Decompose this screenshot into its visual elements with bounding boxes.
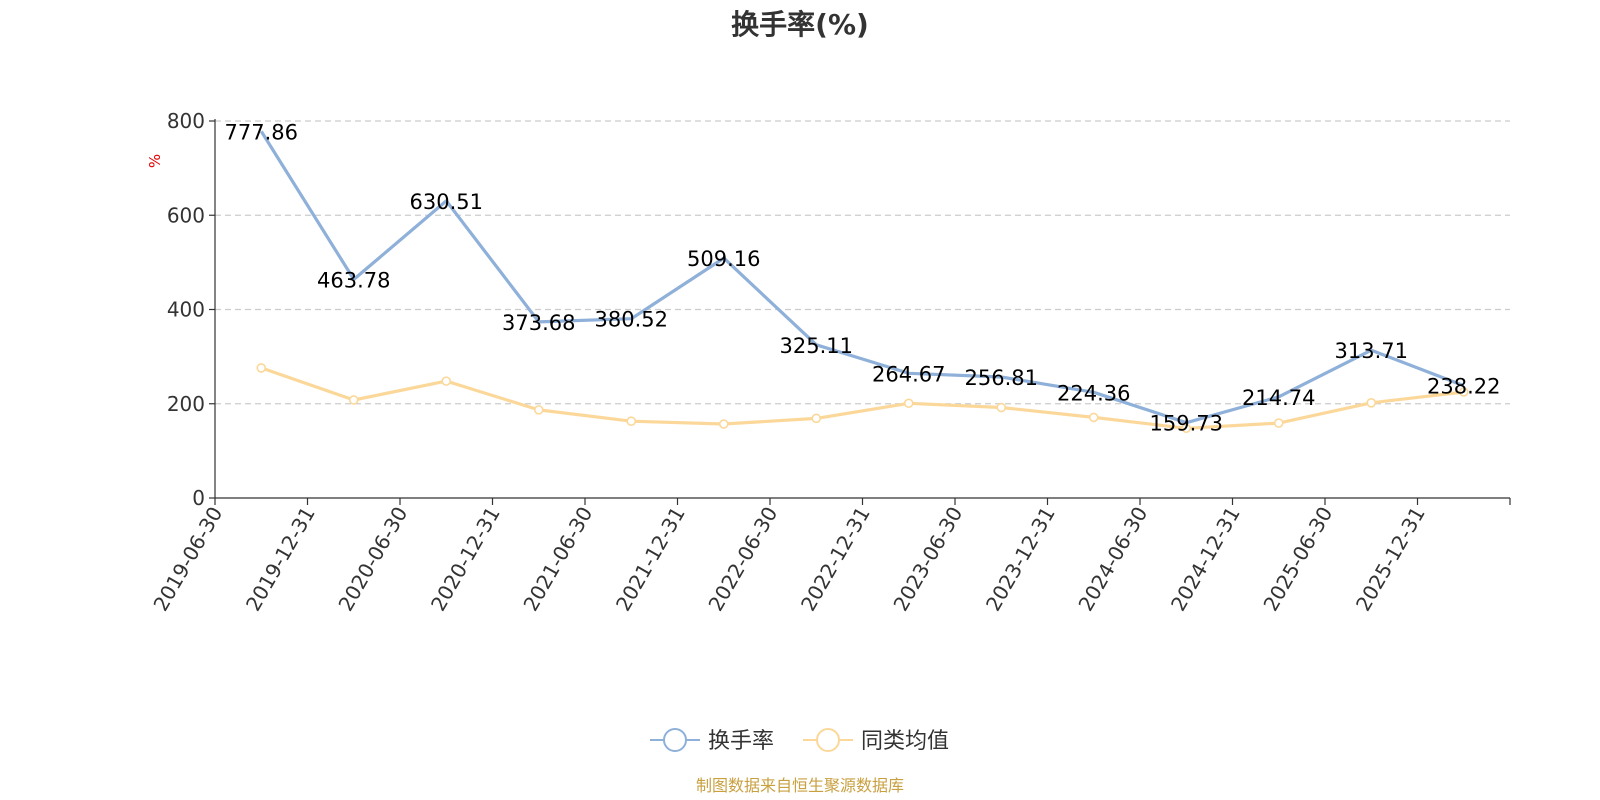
legend-item-0[interactable]: 换手率	[650, 728, 774, 754]
data-label: 380.52	[595, 308, 668, 332]
y-tick-label: 0	[192, 486, 205, 510]
x-tick-label: 2023-06-30	[888, 503, 967, 616]
series-point	[256, 363, 267, 373]
x-tick-label: 2023-12-31	[981, 503, 1060, 616]
series-point	[1366, 398, 1377, 408]
series-point	[1273, 418, 1284, 428]
x-tick-label: 2022-06-30	[703, 503, 782, 616]
series-point	[718, 419, 729, 429]
legend-marker	[816, 728, 840, 752]
x-tick-label: 2025-12-31	[1351, 503, 1430, 616]
data-label: 777.86	[225, 120, 298, 144]
x-tick-label: 2021-06-30	[518, 503, 597, 616]
series-point	[441, 376, 452, 386]
y-tick-label: 200	[167, 392, 205, 416]
legend-label: 同类均值	[861, 729, 949, 754]
grid-lines	[215, 120, 1510, 405]
x-tick-label: 2025-06-30	[1258, 503, 1337, 616]
data-label: 373.68	[502, 311, 575, 335]
data-label: 509.16	[687, 247, 760, 271]
y-tick-label: 800	[167, 109, 205, 133]
legend[interactable]: 换手率 同类均值	[650, 728, 949, 754]
series-line-1	[260, 366, 1464, 430]
legend-item-1[interactable]: 同类均值	[803, 728, 949, 754]
series-line-0	[259, 130, 1465, 425]
data-label: 463.78	[317, 268, 390, 292]
series-point	[1458, 387, 1469, 397]
series-point	[903, 398, 914, 409]
data-label: 159.73	[1150, 412, 1223, 436]
x-tick-label: 2022-12-31	[796, 503, 875, 616]
data-label: 313.71	[1335, 339, 1408, 363]
data-label: 325.11	[780, 334, 853, 358]
series-point	[1088, 412, 1099, 423]
data-label: 264.67	[872, 362, 945, 386]
data-label: 238.22	[1427, 375, 1500, 399]
series-point	[533, 405, 544, 415]
series-point	[996, 402, 1007, 413]
data-label: 256.81	[965, 366, 1038, 390]
axes: 0 200 400 600 800 2019-06-30 2019-12-31 2020-06…	[148, 109, 1511, 616]
x-tick-label: 2020-06-30	[333, 503, 412, 616]
y-axis-unit-label: %	[146, 154, 164, 168]
data-labels: 777.86 463.78 630.51 373.68 380.52 509.16 325.…	[225, 120, 1501, 435]
data-source-note: 制图数据来自恒生聚源数据库	[696, 776, 904, 795]
series-point	[811, 413, 822, 424]
legend-marker	[663, 728, 687, 752]
x-tick-label: 2024-12-31	[1166, 503, 1245, 616]
series-point	[348, 395, 359, 405]
x-tick-label: 2024-06-30	[1073, 503, 1152, 616]
series-layer	[256, 130, 1469, 434]
x-tick-label: 2020-12-31	[426, 503, 505, 616]
data-label: 214.74	[1242, 386, 1315, 410]
x-tick-label: 2019-12-31	[241, 503, 320, 616]
x-tick-label: 2021-12-31	[611, 503, 690, 616]
y-tick-label: 600	[167, 203, 205, 227]
y-tick-label: 400	[167, 298, 205, 322]
legend-label: 换手率	[708, 729, 774, 754]
data-label: 224.36	[1057, 381, 1130, 405]
data-label: 630.51	[410, 190, 483, 214]
series-point	[626, 416, 637, 426]
chart-title: 换手率(%)	[731, 8, 869, 41]
x-tick-label: 2019-06-30	[148, 503, 227, 616]
